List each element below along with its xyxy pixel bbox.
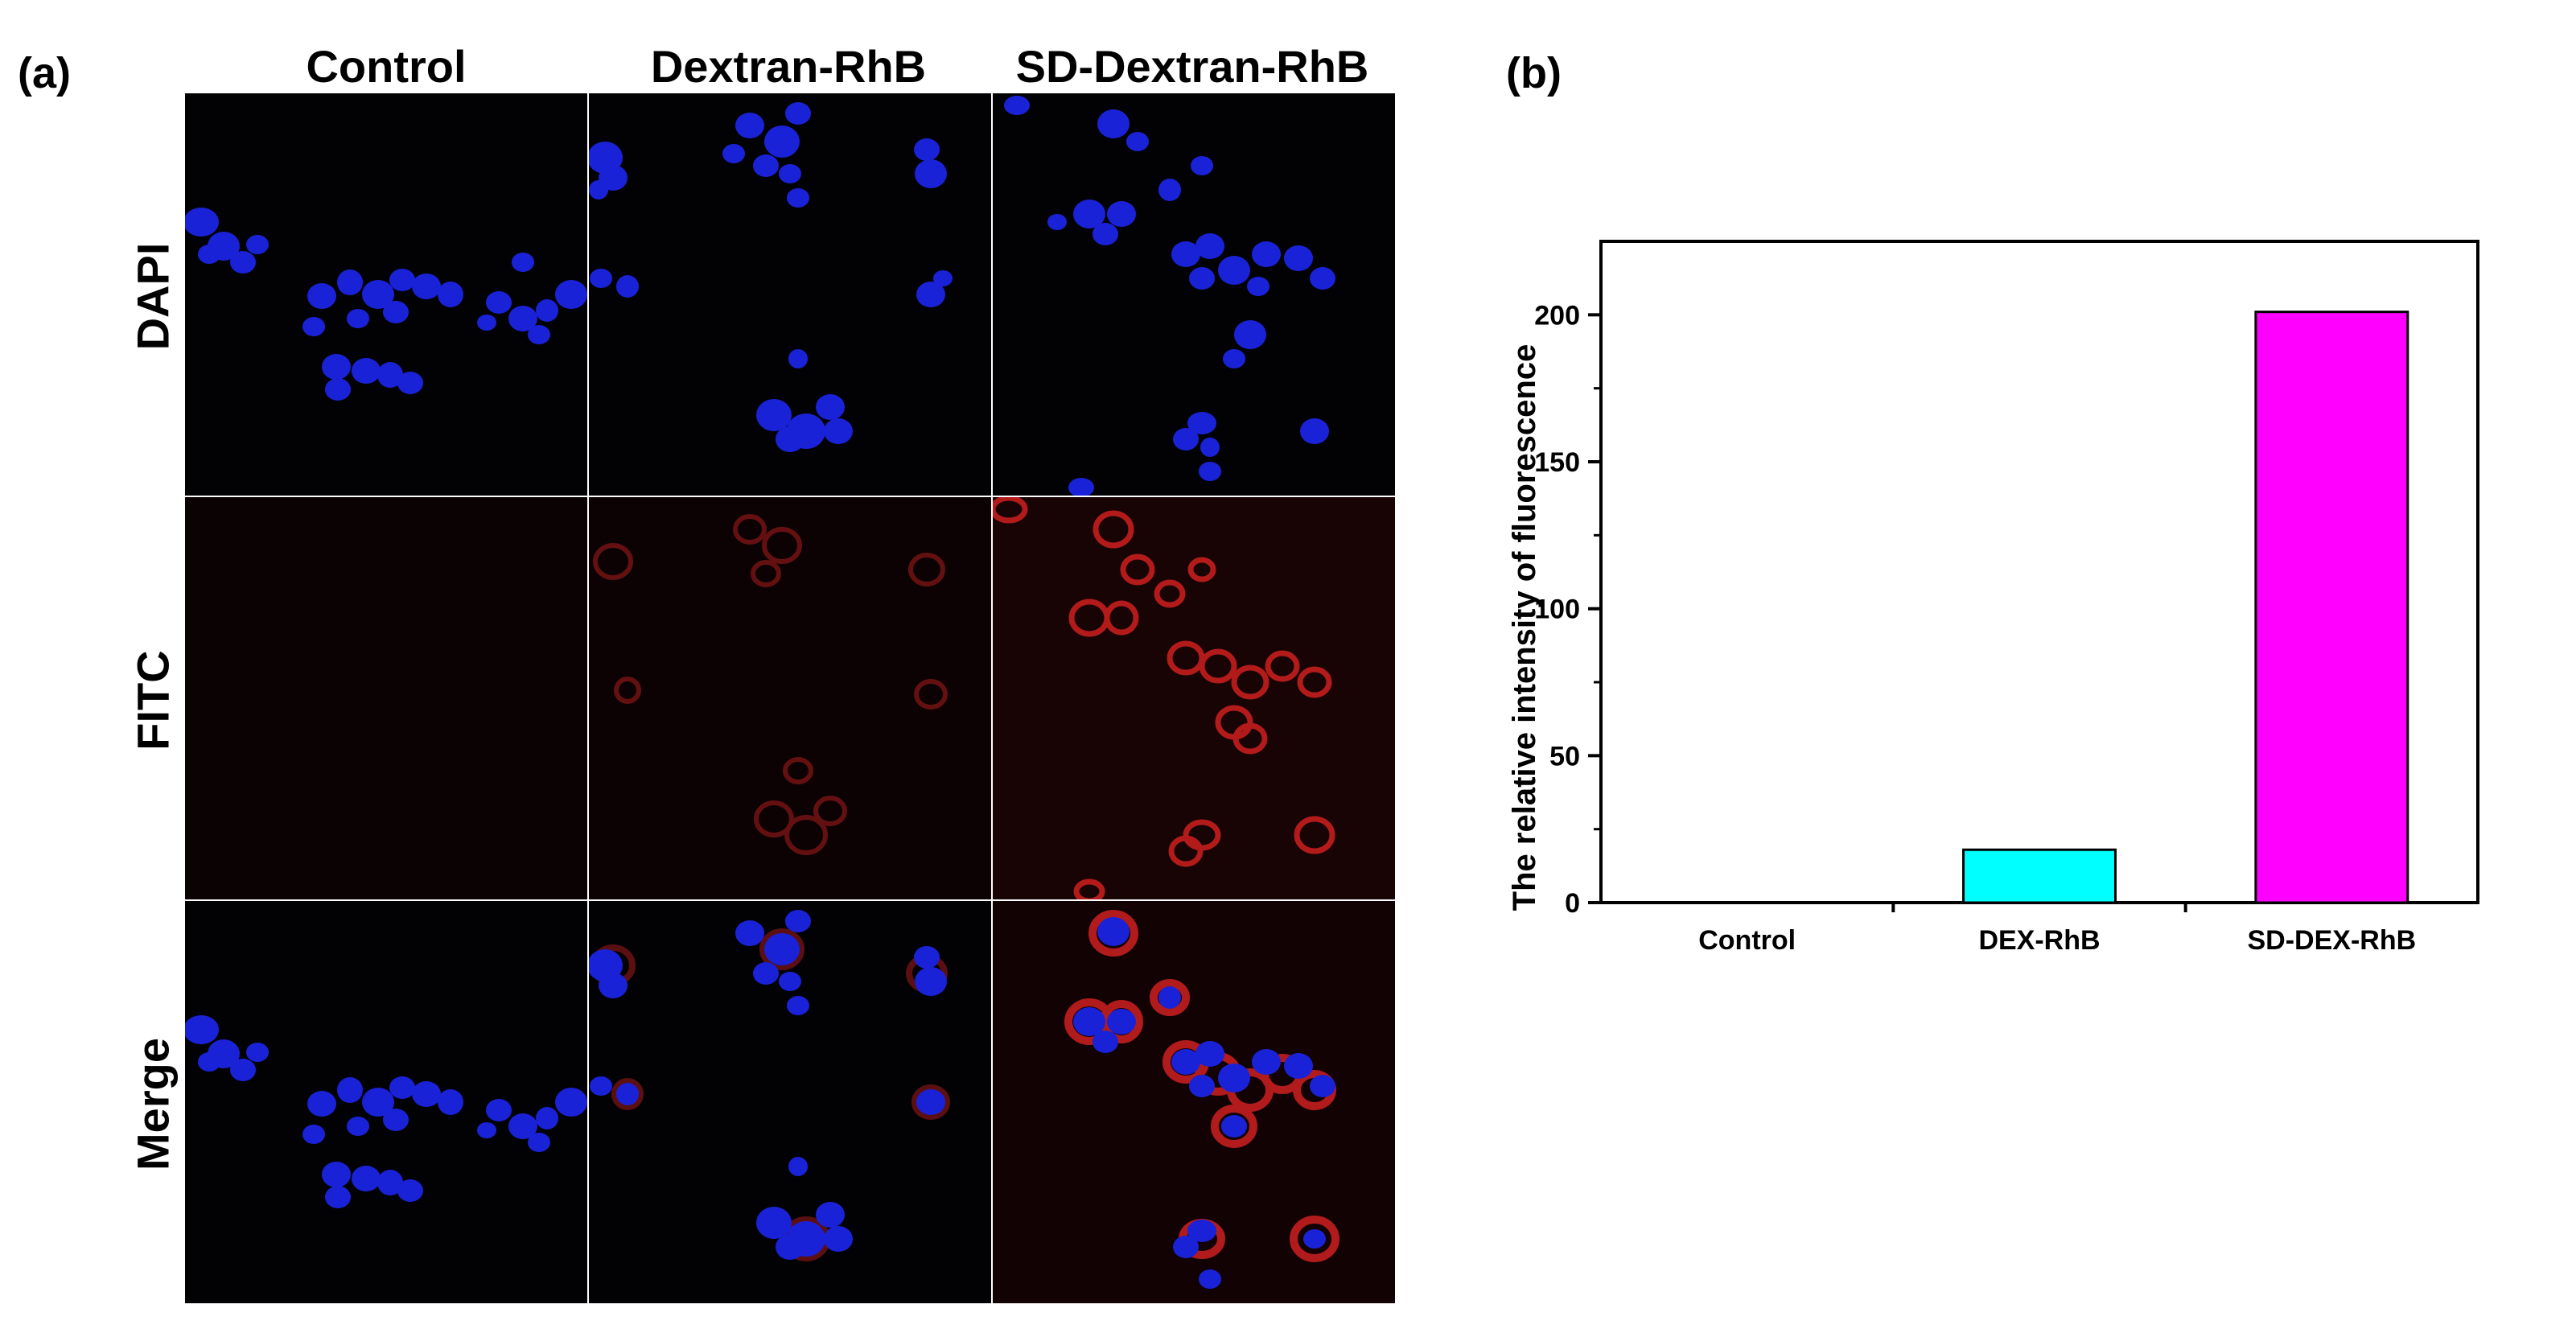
fitc-control-image (185, 497, 587, 899)
merge-control-image (185, 901, 587, 1303)
y-axis-label: The relative intensity of fluorescence (1507, 344, 1542, 911)
y-tick-label: 50 (1549, 741, 1580, 771)
bar-sd-dex-rhb (2254, 311, 2409, 904)
fluorescence-bar-chart: 0 50 100 150 200 Control DEX-RhB SD-DEX-RhB Th… (1507, 240, 2479, 956)
fitc-sd-dextran-rhb-image (993, 497, 1395, 899)
merge-dextran-rhb-image (589, 901, 991, 1303)
dapi-control-image (185, 93, 587, 496)
chart-bars (1962, 311, 2409, 904)
merge-sd-dextran-rhb-image (993, 901, 1395, 1303)
y-tick-labels: 0 50 100 150 200 (1534, 300, 1580, 919)
microscopy-image-grid (185, 93, 1397, 1306)
column-label-dextran-rhb: Dextran-RhB (650, 41, 927, 92)
y-tick-label: 150 (1534, 447, 1580, 478)
dapi-dextran-rhb-image (589, 93, 991, 496)
y-tick-label: 0 (1565, 888, 1580, 919)
y-tick-label: 200 (1534, 300, 1580, 331)
x-tick-label: SD-DEX-RhB (2247, 925, 2416, 956)
row-label-fitc: FITC (127, 650, 179, 751)
column-label-control: Control (306, 41, 467, 92)
x-tick-labels: Control DEX-RhB SD-DEX-RhB (1698, 925, 2416, 956)
dapi-sd-dextran-rhb-image (993, 93, 1395, 496)
x-tick-label: Control (1698, 925, 1796, 956)
row-label-merge: Merge (127, 1038, 179, 1171)
y-tick-label: 100 (1534, 595, 1580, 625)
fitc-dextran-rhb-image (589, 497, 991, 899)
x-tick-label: DEX-RhB (1978, 925, 2100, 956)
panel-a-label: (a) (18, 49, 71, 97)
column-label-sd-dextran-rhb: SD-Dextran-RhB (1015, 41, 1369, 92)
bar-dex-rhb (1962, 848, 2117, 904)
panel-b-label: (b) (1506, 49, 1562, 97)
row-label-dapi: DAPI (127, 242, 179, 351)
